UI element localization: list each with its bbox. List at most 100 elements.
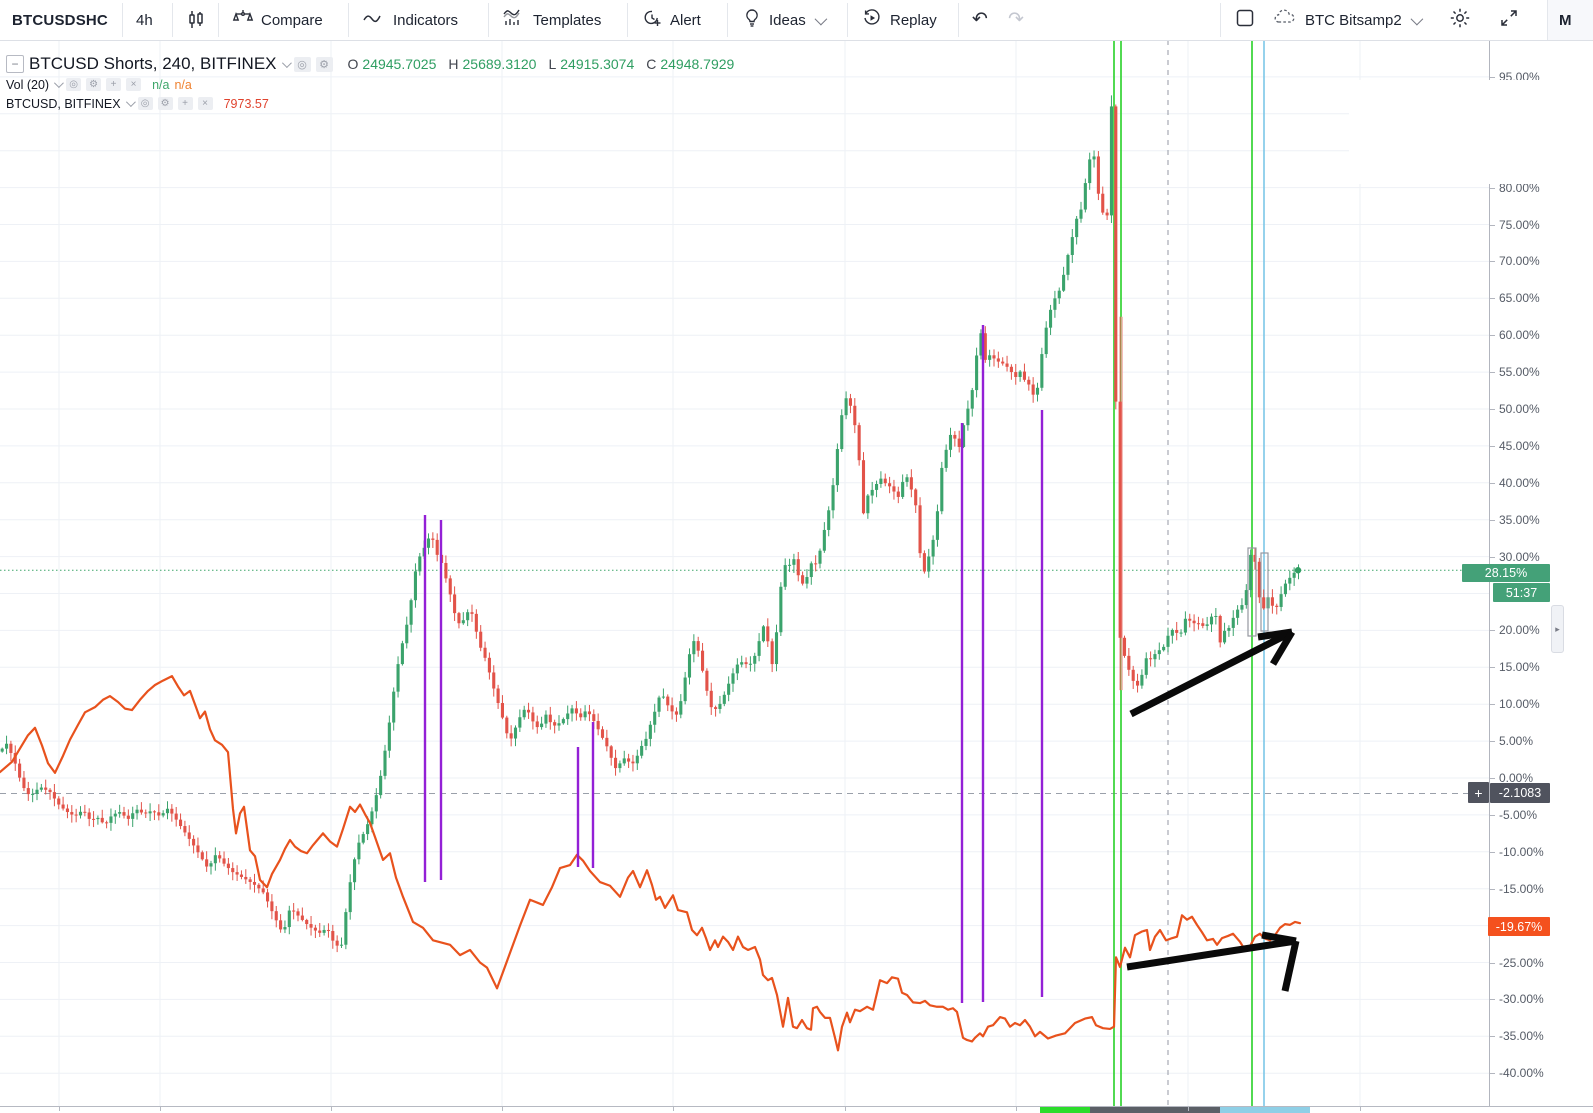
price-tick-label: 60.00%	[1490, 328, 1563, 342]
high-label: H	[448, 56, 459, 72]
settings-button[interactable]	[1448, 0, 1472, 40]
last-price-dot	[1294, 567, 1302, 574]
price-tick-label: -40.00%	[1490, 1066, 1563, 1080]
toolbar-divider	[627, 3, 628, 37]
plus-icon[interactable]: +	[177, 97, 193, 110]
templates-label: Templates	[533, 11, 602, 29]
gridlines	[0, 40, 1489, 1106]
close-icon[interactable]: ×	[126, 78, 142, 91]
price-chart[interactable]	[0, 40, 1489, 1106]
symbol-button[interactable]: BTCUSDSHC	[12, 11, 108, 29]
compare-icon	[232, 7, 254, 33]
legend-overlay-row: BTCUSD, BITFINEX ◎ ⚙ + × 7973.57	[6, 94, 734, 113]
cloud-icon	[1272, 7, 1298, 33]
scroll-range-segment[interactable]	[1220, 1107, 1310, 1113]
open-label: O	[347, 56, 359, 72]
compare-button[interactable]: Compare	[232, 0, 323, 40]
price-tick-label: 5.00%	[1490, 734, 1563, 748]
right-panel-margin	[1553, 40, 1593, 1106]
eye-icon[interactable]: ◎	[66, 78, 82, 91]
price-tick-label: 15.00%	[1490, 660, 1563, 674]
scroll-range-segment[interactable]	[1090, 1107, 1220, 1113]
legend-main-row: − BTCUSD Shorts, 240, BITFINEX ◎ ⚙ O 249…	[6, 53, 734, 75]
time-tick	[160, 1107, 161, 1111]
chevron-down-icon[interactable]	[54, 78, 64, 89]
layout-name-label: BTC Bitsamp2	[1305, 11, 1402, 29]
chevron-down-icon[interactable]	[125, 97, 136, 108]
legend-volume-row: Vol (20) ◎ ⚙ + × n/a n/a	[6, 75, 734, 94]
price-tick-label: 65.00%	[1490, 291, 1563, 305]
chart-style-button[interactable]	[186, 0, 206, 40]
volume-ma-value: n/a	[174, 77, 192, 92]
templates-button[interactable]: Templates	[502, 0, 601, 40]
price-tick-label: -5.00%	[1490, 808, 1563, 822]
price-tick-label: 30.00%	[1490, 550, 1563, 564]
layout-select-button[interactable]	[1234, 0, 1256, 40]
crosshair-plus-button[interactable]: +	[1468, 782, 1489, 803]
toolbar-divider	[727, 3, 728, 37]
close-value: 24948.7929	[660, 56, 735, 72]
gear-icon[interactable]: ⚙	[86, 78, 102, 91]
ohlc-values: O 24945.7025 H 25689.3120 L 24915.3074 C…	[348, 56, 735, 72]
crosshair-price-badge: -2.1083	[1490, 783, 1550, 803]
overlay-price-line	[0, 675, 1302, 1052]
cloud-save-button[interactable]: BTC Bitsamp2	[1272, 0, 1423, 40]
collapse-legend-icon[interactable]: −	[6, 55, 24, 73]
volume-value: n/a	[152, 77, 170, 92]
price-tick-label: 10.00%	[1490, 697, 1563, 711]
open-value: 24945.7025	[362, 56, 437, 72]
overlay-price-badge: -19.67%	[1488, 917, 1550, 936]
price-tick-label: 45.00%	[1490, 439, 1563, 453]
price-tick-label: 80.00%	[1490, 181, 1563, 195]
annotation-arrows	[1126, 628, 1300, 992]
gear-icon	[1448, 6, 1472, 34]
chevron-down-icon	[814, 12, 827, 25]
toolbar-divider	[122, 3, 123, 37]
eye-icon[interactable]: ◎	[293, 56, 311, 72]
eye-icon[interactable]: ◎	[137, 97, 153, 110]
price-tick-label: 55.00%	[1490, 365, 1563, 379]
series-title[interactable]: BTCUSD Shorts, 240, BITFINEX	[29, 54, 277, 73]
price-tick-label: -10.00%	[1490, 845, 1563, 859]
toolbar-divider	[958, 3, 959, 37]
price-tick-label: 50.00%	[1490, 402, 1563, 416]
interval-button[interactable]: 4h	[136, 11, 153, 29]
selected-bar-outlines	[1247, 547, 1269, 637]
toolbar-divider	[488, 3, 489, 37]
ideas-button[interactable]: Ideas	[742, 0, 827, 40]
close-icon[interactable]: ×	[197, 97, 213, 110]
time-axis[interactable]	[0, 1106, 1593, 1113]
alert-button[interactable]: Alert	[641, 0, 701, 40]
time-tick	[59, 1107, 60, 1111]
candles-series	[0, 95, 1301, 953]
price-tick-label: -15.00%	[1490, 882, 1563, 896]
last-price-badge: 28.15%	[1462, 564, 1550, 582]
redo-button[interactable]: ↷	[1008, 9, 1024, 30]
chevron-down-icon	[1410, 12, 1423, 25]
low-value: 24915.3074	[560, 56, 635, 72]
time-tick	[502, 1107, 503, 1111]
volume-indicator-label[interactable]: Vol (20)	[6, 77, 50, 92]
overlay-symbol-label[interactable]: BTCUSD, BITFINEX	[6, 96, 121, 111]
indicators-button[interactable]: Indicators	[362, 0, 458, 40]
panel-collapse-handle[interactable]: ▸	[1551, 605, 1564, 653]
gear-icon[interactable]: ⚙	[315, 56, 333, 72]
time-tick	[845, 1107, 846, 1111]
chevron-down-icon[interactable]	[281, 57, 292, 68]
plus-icon[interactable]: +	[106, 78, 122, 91]
fullscreen-button[interactable]	[1498, 0, 1520, 40]
lightbulb-icon	[742, 7, 762, 33]
gear-icon[interactable]: ⚙	[157, 97, 173, 110]
low-label: L	[548, 56, 557, 72]
scroll-range-segment[interactable]	[1040, 1107, 1090, 1113]
close-label: C	[646, 56, 657, 72]
toolbar-divider	[172, 3, 173, 37]
replay-button[interactable]: Replay	[861, 0, 937, 40]
replay-label: Replay	[890, 11, 937, 29]
watchlist-tab-cut[interactable]: M	[1547, 0, 1593, 40]
time-tick	[673, 1107, 674, 1111]
undo-button[interactable]: ↶	[972, 9, 988, 30]
top-toolbar: BTCUSDSHC 4h Compare	[0, 0, 1593, 41]
alert-label: Alert	[670, 11, 701, 29]
